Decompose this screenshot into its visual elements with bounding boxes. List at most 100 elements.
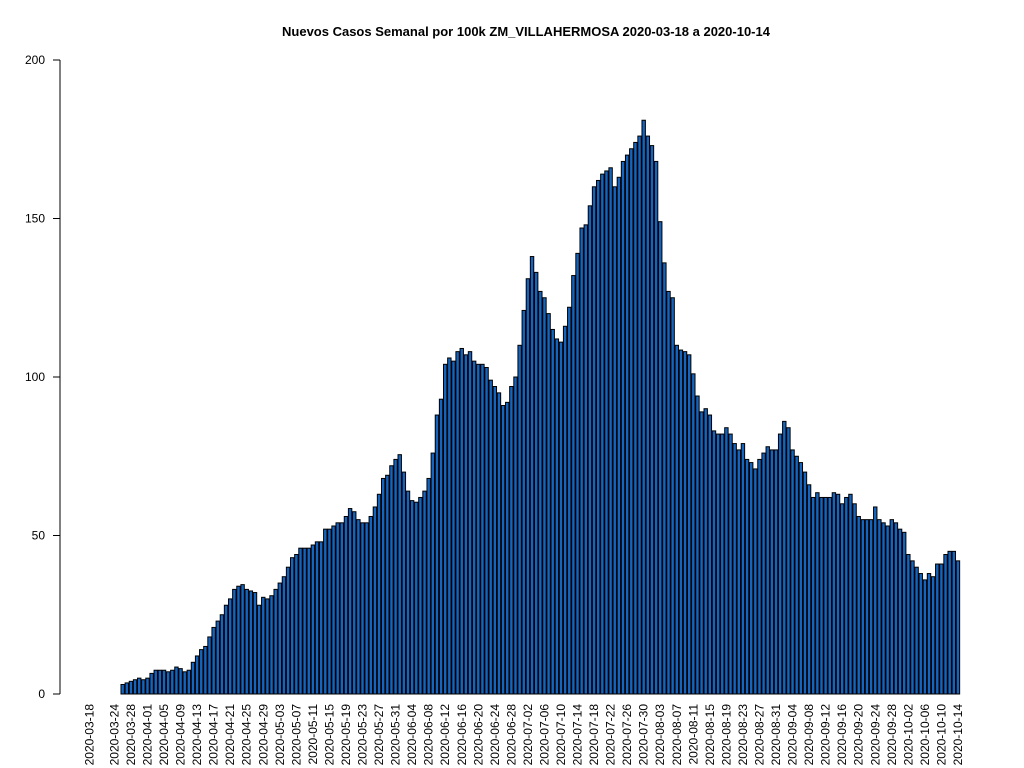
bar xyxy=(897,528,903,695)
bar xyxy=(310,544,316,695)
bar xyxy=(356,519,361,695)
bar xyxy=(186,669,192,695)
x-tick-label: 2020-09-12 xyxy=(819,704,833,766)
x-tick-label: 2020-07-22 xyxy=(604,704,618,766)
x-tick-label: 2020-07-26 xyxy=(620,704,634,766)
x-tick-label: 2020-09-20 xyxy=(852,704,866,766)
bar xyxy=(711,430,717,695)
bar xyxy=(451,360,456,695)
y-tick-label: 150 xyxy=(25,212,45,226)
x-tick-label: 2020-04-17 xyxy=(207,704,221,766)
bar xyxy=(806,484,812,695)
bar xyxy=(447,357,452,695)
x-tick-label: 2020-05-19 xyxy=(339,704,353,766)
bar xyxy=(633,141,638,695)
bar xyxy=(757,458,762,695)
x-tick-label: 2020-06-04 xyxy=(405,704,419,766)
bar xyxy=(930,576,936,695)
bar xyxy=(715,433,721,695)
bar xyxy=(327,528,332,695)
bar xyxy=(877,519,882,695)
bar xyxy=(132,679,138,695)
x-tick-label: 2020-09-16 xyxy=(835,704,849,766)
bar xyxy=(889,519,894,695)
bar xyxy=(901,531,907,695)
x-tick-label: 2020-04-13 xyxy=(190,704,204,766)
bar xyxy=(666,290,671,695)
bar xyxy=(347,508,353,695)
x-tick-label: 2020-08-15 xyxy=(703,704,717,766)
bar xyxy=(339,522,345,695)
x-tick-label: 2020-07-02 xyxy=(521,704,535,766)
bar xyxy=(538,290,543,695)
x-tick-label: 2020-06-08 xyxy=(422,704,436,766)
bar xyxy=(629,148,634,695)
bar xyxy=(773,449,779,695)
bar xyxy=(703,408,708,695)
bar xyxy=(137,677,142,695)
bar xyxy=(951,550,957,695)
x-tick-label: 2020-07-06 xyxy=(537,704,551,766)
bar xyxy=(798,462,804,695)
bar xyxy=(215,620,220,695)
y-tick-label: 50 xyxy=(32,529,46,543)
bar xyxy=(525,278,531,695)
bar xyxy=(240,584,245,695)
bar xyxy=(583,224,588,695)
bar xyxy=(199,649,204,695)
bar xyxy=(732,443,737,695)
x-tick-label: 2020-04-05 xyxy=(157,704,171,766)
bar xyxy=(476,363,481,695)
bar xyxy=(533,271,539,695)
x-tick-label: 2020-09-08 xyxy=(802,704,816,766)
x-tick-label: 2020-03-24 xyxy=(107,704,121,766)
bar xyxy=(265,598,270,695)
bar xyxy=(496,392,502,695)
bar xyxy=(459,347,464,695)
bar xyxy=(306,547,311,695)
x-tick-label: 2020-05-15 xyxy=(322,704,336,766)
x-tick-label: 2020-07-18 xyxy=(587,704,601,766)
bar xyxy=(269,595,274,695)
bar xyxy=(790,449,795,695)
bar xyxy=(860,519,866,695)
bar xyxy=(935,563,940,695)
bar xyxy=(567,306,572,695)
bar xyxy=(893,522,899,695)
bar xyxy=(616,176,622,695)
bar xyxy=(686,354,692,695)
bar xyxy=(352,511,357,695)
x-tick-label: 2020-05-11 xyxy=(306,704,320,765)
bar xyxy=(480,363,485,695)
bar xyxy=(298,547,303,695)
bar xyxy=(720,433,725,695)
bar xyxy=(786,427,791,695)
bar xyxy=(471,360,477,695)
bar xyxy=(827,496,832,695)
bar xyxy=(401,471,407,695)
bar xyxy=(794,455,799,695)
x-tick-label: 2020-10-02 xyxy=(901,704,915,766)
bar xyxy=(695,395,700,695)
x-tick-label: 2020-04-01 xyxy=(140,704,154,766)
x-tick-label: 2020-10-06 xyxy=(918,704,932,766)
bar xyxy=(256,604,262,695)
bar xyxy=(397,454,402,695)
bar xyxy=(521,309,526,695)
bar xyxy=(765,446,770,695)
x-tick-label: 2020-03-28 xyxy=(124,704,138,766)
bar xyxy=(637,135,642,695)
bar xyxy=(662,262,667,695)
bar xyxy=(777,433,783,695)
bar xyxy=(153,669,158,695)
bar xyxy=(141,679,146,695)
x-tick-label: 2020-08-27 xyxy=(752,704,766,766)
bar xyxy=(873,506,878,695)
bar xyxy=(277,582,283,695)
bar xyxy=(691,373,696,695)
bar xyxy=(823,496,828,695)
bar xyxy=(426,477,431,695)
bar xyxy=(211,626,216,695)
bar xyxy=(190,661,196,695)
bar xyxy=(368,515,373,695)
